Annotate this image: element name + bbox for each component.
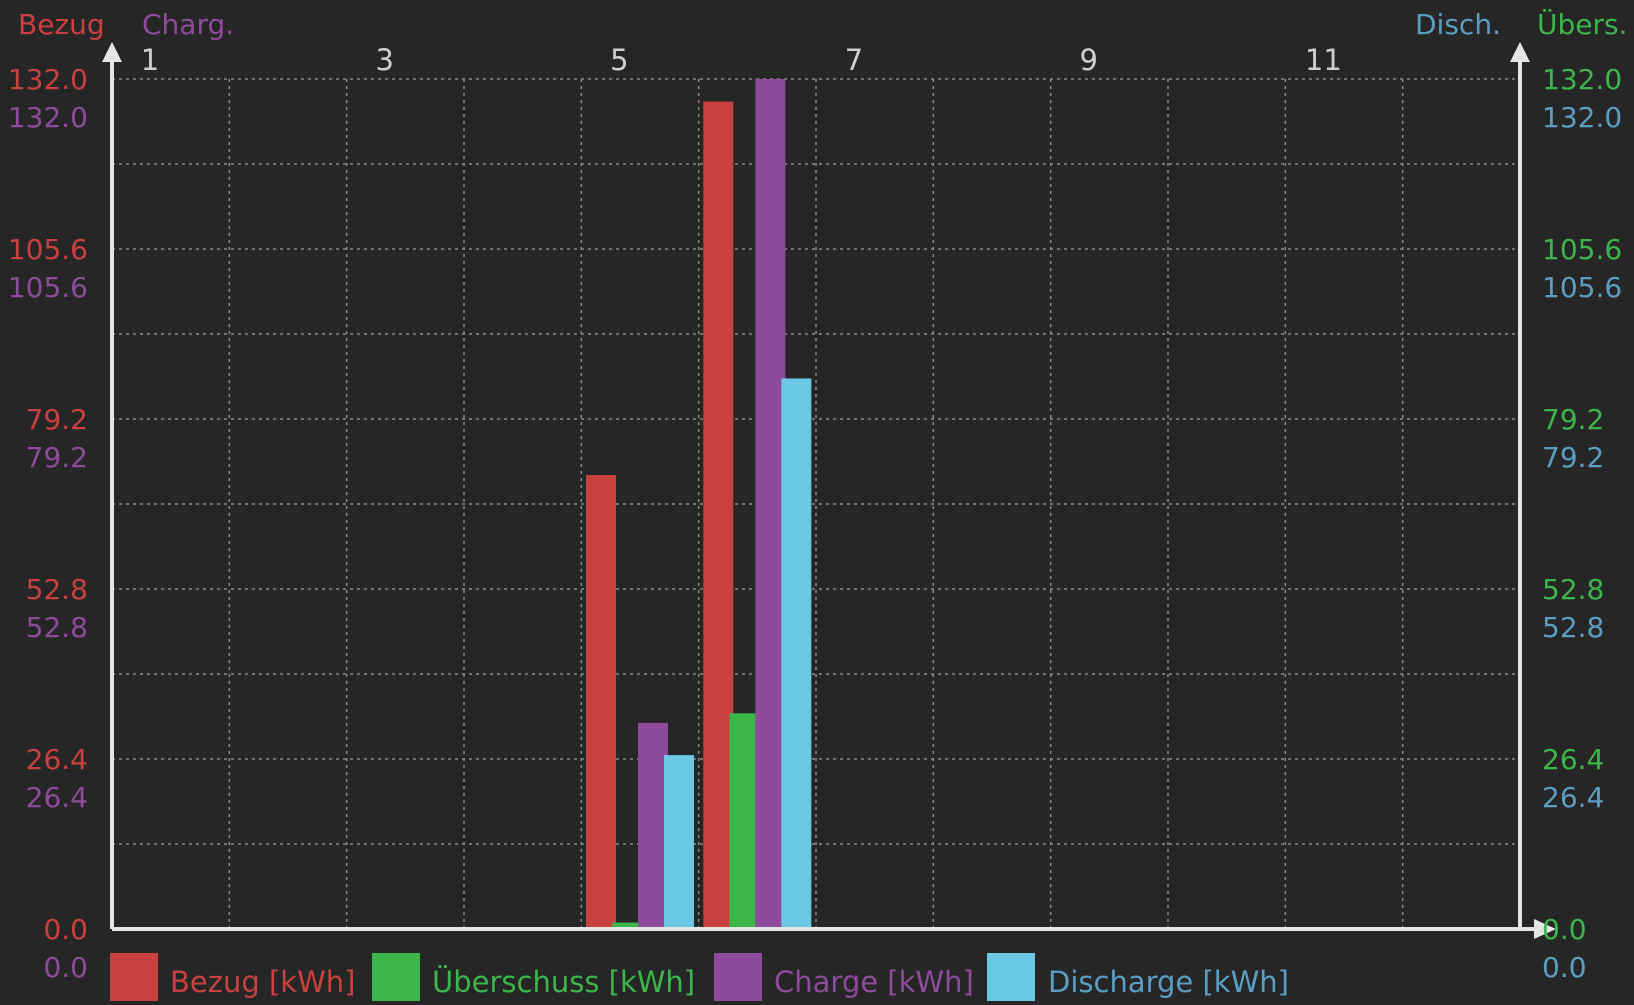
x-tick-label: 3 bbox=[375, 43, 393, 77]
tick-labels-group: 1 3 5 7 9 11 0.0 0.0 0.0 0.0 26.4 26.4 26.4 26.4 52.8 5… bbox=[8, 43, 1622, 984]
bar-charge-5 bbox=[638, 722, 668, 929]
bar-bezug-6 bbox=[703, 101, 734, 929]
bar-charge-6 bbox=[755, 79, 786, 929]
y-tick-label-ueberschuss: 52.8 bbox=[1542, 573, 1604, 606]
y-tick-label-discharge: 132.0 bbox=[1542, 101, 1622, 134]
legend: Bezug [kWh] Überschuss [kWh] Charge [kWh… bbox=[110, 953, 1289, 1001]
legend-swatch-charge bbox=[714, 953, 762, 1001]
y-tick-label-discharge: 105.6 bbox=[1542, 271, 1622, 304]
y-tick-label-ueberschuss: 0.0 bbox=[1542, 913, 1587, 946]
grid-lines bbox=[112, 78, 1520, 929]
axis-title-bezug: Bezug bbox=[18, 8, 105, 41]
x-tick-label: 7 bbox=[845, 43, 863, 77]
y-tick-label-discharge: 0.0 bbox=[1542, 951, 1587, 984]
bar-ueberschuss-5 bbox=[612, 922, 642, 929]
axis-title-charge: Charg. bbox=[142, 8, 234, 41]
y-tick-label-charge: 79.2 bbox=[26, 441, 88, 474]
y-tick-label-charge: 52.8 bbox=[26, 611, 88, 644]
legend-label-bezug: Bezug [kWh] bbox=[170, 965, 355, 999]
y-tick-label-charge: 132.0 bbox=[8, 101, 88, 134]
y-tick-label-discharge: 26.4 bbox=[1542, 781, 1604, 814]
x-axis-arrow bbox=[1534, 919, 1556, 939]
y-axis-left-arrow bbox=[102, 42, 122, 62]
y-tick-label-ueberschuss: 132.0 bbox=[1542, 63, 1622, 96]
x-tick-label: 5 bbox=[610, 43, 628, 77]
y-tick-label-charge: 26.4 bbox=[26, 781, 88, 814]
y-tick-label-charge: 105.6 bbox=[8, 271, 88, 304]
y-tick-label-bezug: 52.8 bbox=[26, 573, 88, 606]
y-tick-label-bezug: 0.0 bbox=[43, 913, 88, 946]
legend-label-discharge: Discharge [kWh] bbox=[1048, 965, 1289, 999]
legend-swatch-discharge bbox=[987, 953, 1035, 1001]
y-tick-label-bezug: 79.2 bbox=[26, 403, 88, 436]
y-tick-label-bezug: 26.4 bbox=[26, 743, 88, 776]
bar-discharge-6 bbox=[781, 378, 812, 929]
axes-group bbox=[102, 42, 1556, 939]
x-tick-label: 9 bbox=[1079, 43, 1097, 77]
y-tick-label-discharge: 52.8 bbox=[1542, 611, 1604, 644]
bar-bezug-5 bbox=[586, 475, 616, 929]
y-tick-label-discharge: 79.2 bbox=[1542, 441, 1604, 474]
legend-label-ueberschuss: Überschuss [kWh] bbox=[432, 965, 695, 999]
axis-title-discharge: Disch. bbox=[1415, 8, 1501, 41]
y-tick-label-ueberschuss: 105.6 bbox=[1542, 233, 1622, 266]
y-tick-label-bezug: 105.6 bbox=[8, 233, 88, 266]
y-tick-label-ueberschuss: 26.4 bbox=[1542, 743, 1604, 776]
y-tick-label-charge: 0.0 bbox=[43, 951, 88, 984]
legend-label-charge: Charge [kWh] bbox=[774, 965, 974, 999]
y-tick-label-bezug: 132.0 bbox=[8, 63, 88, 96]
axis-title-ueberschuss: Übers. bbox=[1537, 7, 1628, 41]
bar-discharge-5 bbox=[664, 755, 694, 929]
y-axis-right-arrow bbox=[1510, 42, 1530, 62]
y-tick-label-ueberschuss: 79.2 bbox=[1542, 403, 1604, 436]
bars-group bbox=[586, 79, 812, 929]
x-tick-label: 1 bbox=[141, 43, 159, 77]
x-tick-label: 11 bbox=[1305, 43, 1342, 77]
legend-swatch-ueberschuss bbox=[372, 953, 420, 1001]
bar-ueberschuss-6 bbox=[729, 713, 760, 929]
legend-swatch-bezug bbox=[110, 953, 158, 1001]
